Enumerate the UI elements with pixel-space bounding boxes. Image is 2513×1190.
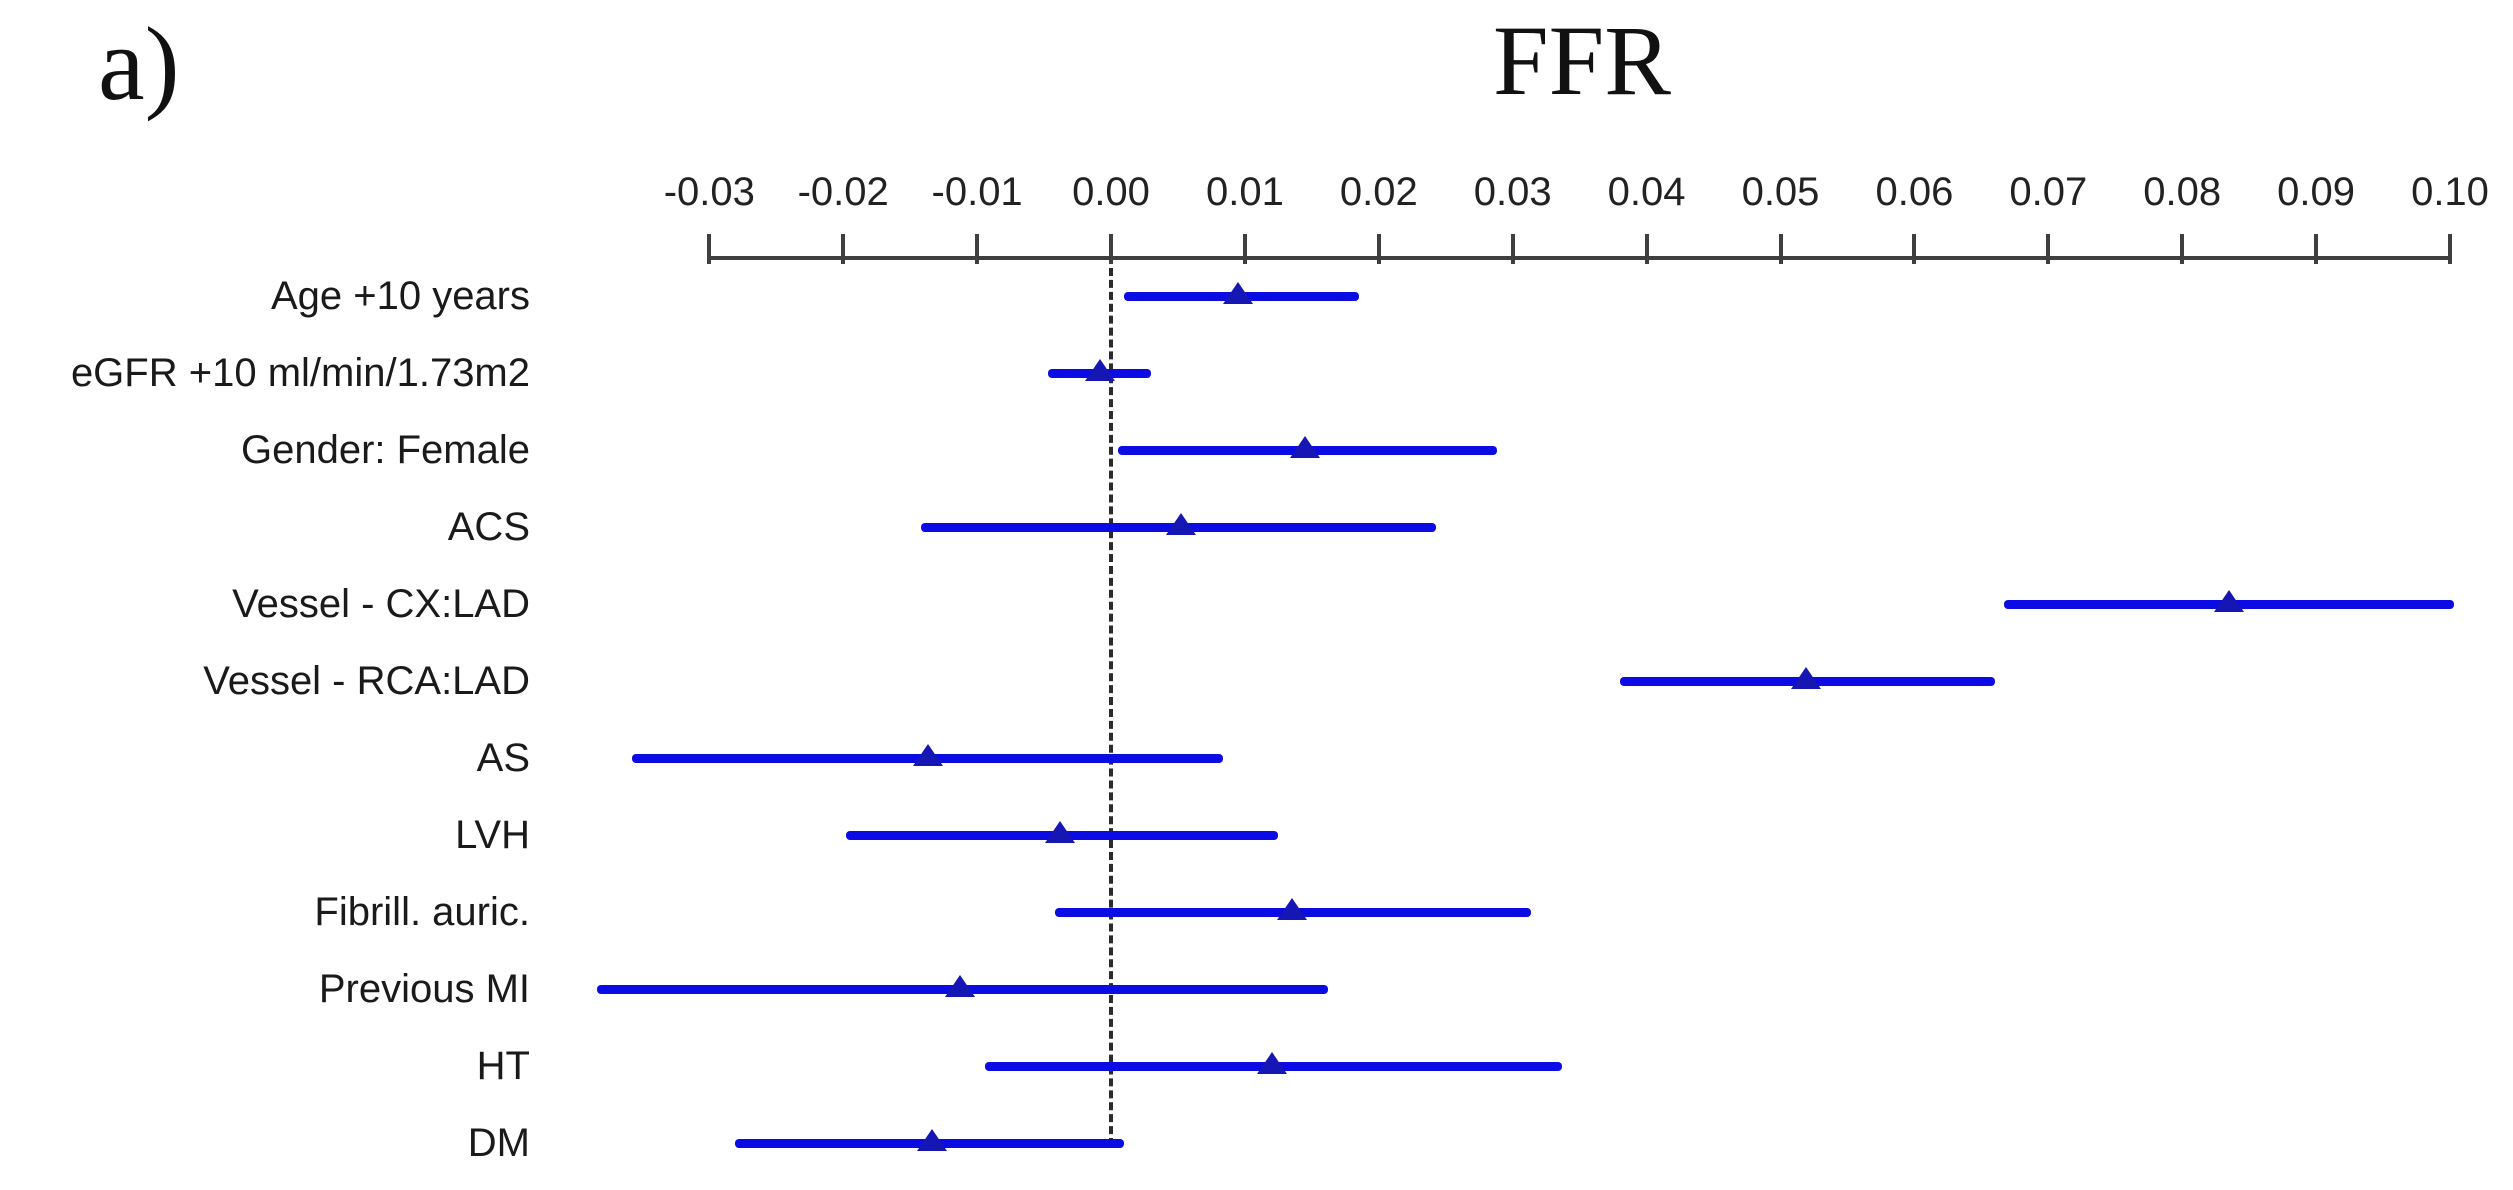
x-axis-tick-label: 0.05 [1741, 170, 1820, 214]
x-axis-tick-label: -0.02 [797, 170, 889, 214]
x-axis-tick [1242, 234, 1247, 264]
estimate-marker [1790, 667, 1821, 689]
row-label: Vessel - CX:LAD [232, 582, 530, 626]
estimate-marker [916, 1129, 947, 1151]
row-label: Age +10 years [270, 274, 530, 318]
row-label: Gender: Female [240, 428, 530, 472]
estimate-marker [1085, 359, 1116, 381]
estimate-marker [1256, 1052, 1287, 1074]
x-axis-tick-label: 0.01 [1205, 170, 1284, 214]
x-axis-tick [2314, 234, 2319, 264]
estimate-marker [1045, 821, 1076, 843]
x-axis-tick-label: -0.03 [663, 170, 755, 214]
row-label: Previous MI [318, 967, 530, 1011]
x-axis-tick-label: 0.06 [1875, 170, 1954, 214]
x-axis-tick-label: 0.02 [1339, 170, 1418, 214]
x-axis-tick-label: 0.10 [2411, 170, 2489, 214]
row-label: Fibrill. auric. [314, 890, 530, 934]
row-label: LVH [455, 813, 530, 857]
x-axis-tick-label: 0.04 [1607, 170, 1686, 214]
row-label: HT [476, 1044, 530, 1088]
x-axis-tick [1109, 234, 1113, 264]
row-label: DM [467, 1121, 530, 1165]
row-label: AS [476, 736, 530, 780]
estimate-marker [1223, 282, 1254, 304]
row-label: Vessel - RCA:LAD [203, 659, 530, 703]
estimate-marker [2214, 590, 2245, 612]
estimate-marker [1276, 898, 1307, 920]
x-axis-tick-label: 0.08 [2143, 170, 2222, 214]
x-axis-tick-label: -0.01 [931, 170, 1023, 214]
x-axis-tick [707, 234, 712, 264]
estimate-marker [944, 975, 975, 997]
x-axis-line [707, 256, 2452, 260]
chart-title: FFR [1493, 5, 1671, 116]
x-axis-tick [1376, 234, 1381, 264]
x-axis-tick-label: 0.07 [2009, 170, 2088, 214]
x-axis-tick-label: 0.09 [2277, 170, 2356, 214]
x-axis-tick [1778, 234, 1783, 264]
x-axis-tick [1510, 234, 1515, 264]
panel-label: a) [98, 5, 180, 122]
row-label: ACS [447, 505, 530, 549]
x-axis-tick [1644, 234, 1649, 264]
x-axis-tick [2180, 234, 2185, 264]
estimate-marker [912, 744, 943, 766]
estimate-marker [1290, 436, 1321, 458]
row-label: eGFR +10 ml/min/1.73m2 [70, 351, 530, 395]
x-axis-tick-label: 0.00 [1072, 170, 1150, 214]
x-axis-tick [2046, 234, 2051, 264]
zero-reference-line [1109, 268, 1113, 1146]
x-axis-tick [2448, 234, 2452, 264]
x-axis-tick [975, 234, 980, 264]
x-axis-tick [1912, 234, 1917, 264]
x-axis-tick-label: 0.03 [1473, 170, 1552, 214]
estimate-marker [1165, 513, 1196, 535]
x-axis-tick [841, 234, 846, 264]
